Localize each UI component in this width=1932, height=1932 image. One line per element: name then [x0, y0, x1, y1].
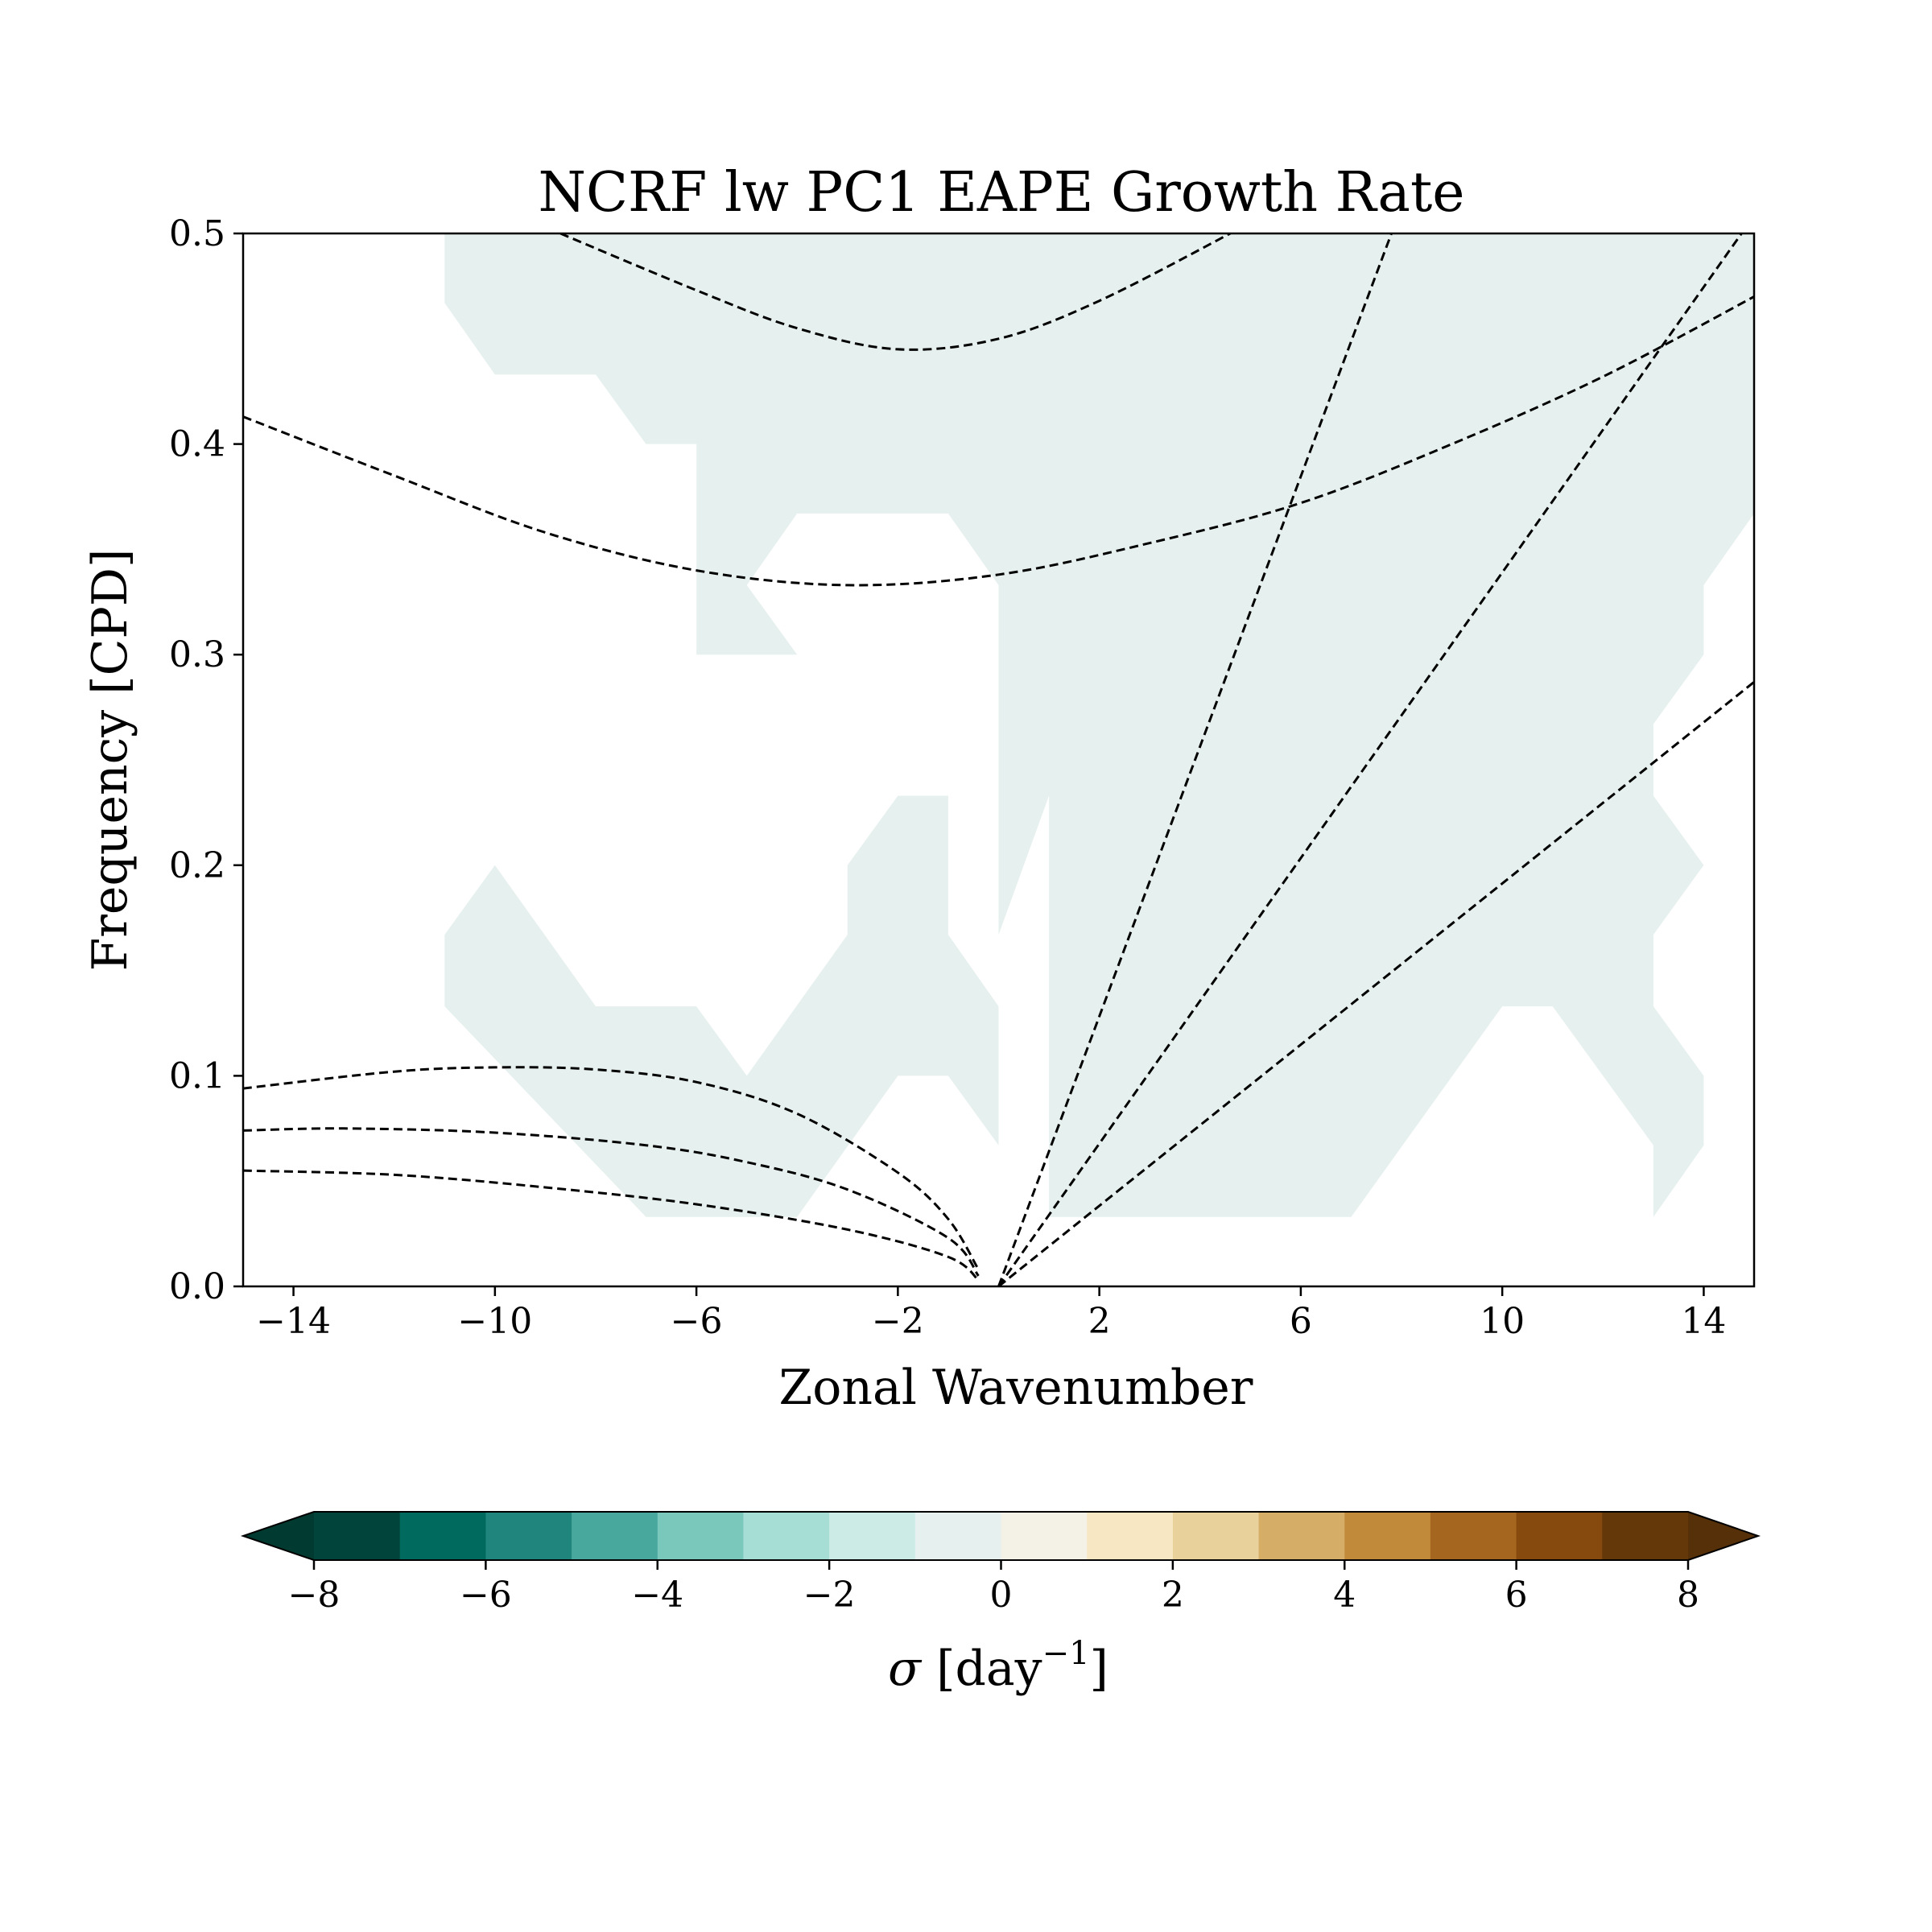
x-tick-label: 2	[1088, 1301, 1111, 1342]
y-tick-label: 0.5	[169, 213, 225, 254]
colorbar-over-extension	[1688, 1512, 1758, 1560]
colorbar: −8 −6 −4 −2 0 2 4 6 8	[240, 1511, 1761, 1616]
x-tick-label: −2	[872, 1301, 924, 1342]
colorbar-cell	[657, 1512, 745, 1560]
x-axis-ticks: −14 −10 −6 −2 2 6 10 14	[256, 1286, 1726, 1342]
colorbar-cell	[743, 1512, 830, 1560]
colorbar-tick-label: −6	[460, 1575, 512, 1616]
colorbar-cell	[1430, 1512, 1517, 1560]
colorbar-label-symbol: σ	[888, 1641, 923, 1697]
colorbar-label-text: [day	[921, 1641, 1042, 1697]
x-tick-label: −14	[256, 1301, 331, 1342]
colorbar-ticks: −8 −6 −4 −2 0 2 4 6 8	[288, 1560, 1699, 1616]
colorbar-cell	[399, 1512, 486, 1560]
y-axis-label: Frequency [CPD]	[82, 549, 138, 972]
colorbar-tick-label: −8	[288, 1575, 341, 1616]
dispersion-curve-2	[243, 1066, 980, 1270]
chart-title: NCRF lw PC1 EAPE Growth Rate	[538, 161, 1464, 225]
colorbar-under-extension	[243, 1512, 314, 1560]
colorbar-label-exponent: −1	[1042, 1635, 1090, 1672]
colorbar-tick-label: 4	[1333, 1575, 1356, 1616]
colorbar-cells	[314, 1512, 1689, 1560]
colorbar-tick-label: 8	[1677, 1575, 1699, 1616]
dispersion-curve-3	[243, 1127, 980, 1277]
y-tick-label: 0.3	[169, 634, 225, 675]
colorbar-tick-label: 2	[1162, 1575, 1184, 1616]
filled-region-0-1	[444, 795, 999, 1217]
dispersion-curve-7	[997, 681, 1754, 1286]
dispersion-curve-5	[997, 233, 1393, 1286]
colorbar-cell	[1001, 1512, 1088, 1560]
filled-region-0-0	[444, 233, 1754, 1217]
y-tick-label: 0.0	[169, 1266, 225, 1307]
dispersion-curve-1	[243, 295, 1754, 587]
dispersion-curve-0	[559, 233, 1231, 351]
colorbar-tick-label: 0	[990, 1575, 1013, 1616]
plot-area: −14 −10 −6 −2 2 6 10 14 0.0 0.1 0.2 0.3 0.4 0.5	[169, 213, 1756, 1342]
colorbar-cell	[314, 1512, 401, 1560]
y-tick-label: 0.4	[169, 424, 225, 465]
y-axis-ticks: 0.0 0.1 0.2 0.3 0.4 0.5	[169, 213, 243, 1307]
colorbar-cell	[1602, 1512, 1689, 1560]
x-tick-label: 14	[1681, 1301, 1726, 1342]
x-tick-label: 6	[1290, 1301, 1312, 1342]
colorbar-tick-label: −2	[803, 1575, 856, 1616]
plot-frame	[242, 232, 1756, 1288]
colorbar-tick-label: −4	[631, 1575, 683, 1616]
colorbar-cell	[485, 1512, 572, 1560]
colorbar-tick-label: 6	[1505, 1575, 1528, 1616]
y-tick-label: 0.1	[169, 1055, 225, 1096]
colorbar-cell	[1516, 1512, 1603, 1560]
x-axis-label: Zonal Wavenumber	[779, 1360, 1253, 1416]
colorbar-cell	[914, 1512, 1002, 1560]
y-tick-label: 0.2	[169, 845, 225, 886]
colorbar-cell	[1258, 1512, 1345, 1560]
colorbar-label: σ [day−1]	[888, 1635, 1108, 1697]
colorbar-cell	[1087, 1512, 1174, 1560]
colorbar-cell	[572, 1512, 658, 1560]
filled-regions	[444, 233, 1754, 1217]
dispersion-curve-4	[243, 1169, 980, 1282]
colorbar-cell	[1172, 1512, 1260, 1560]
colorbar-label-close: ]	[1090, 1641, 1108, 1697]
x-tick-label: −10	[457, 1301, 532, 1342]
colorbar-cell	[829, 1512, 916, 1560]
dispersion-curves	[243, 233, 1754, 1286]
x-tick-label: 10	[1480, 1301, 1525, 1342]
x-tick-label: −6	[671, 1301, 723, 1342]
colorbar-cell	[1344, 1512, 1431, 1560]
dispersion-curve-6	[997, 233, 1743, 1286]
